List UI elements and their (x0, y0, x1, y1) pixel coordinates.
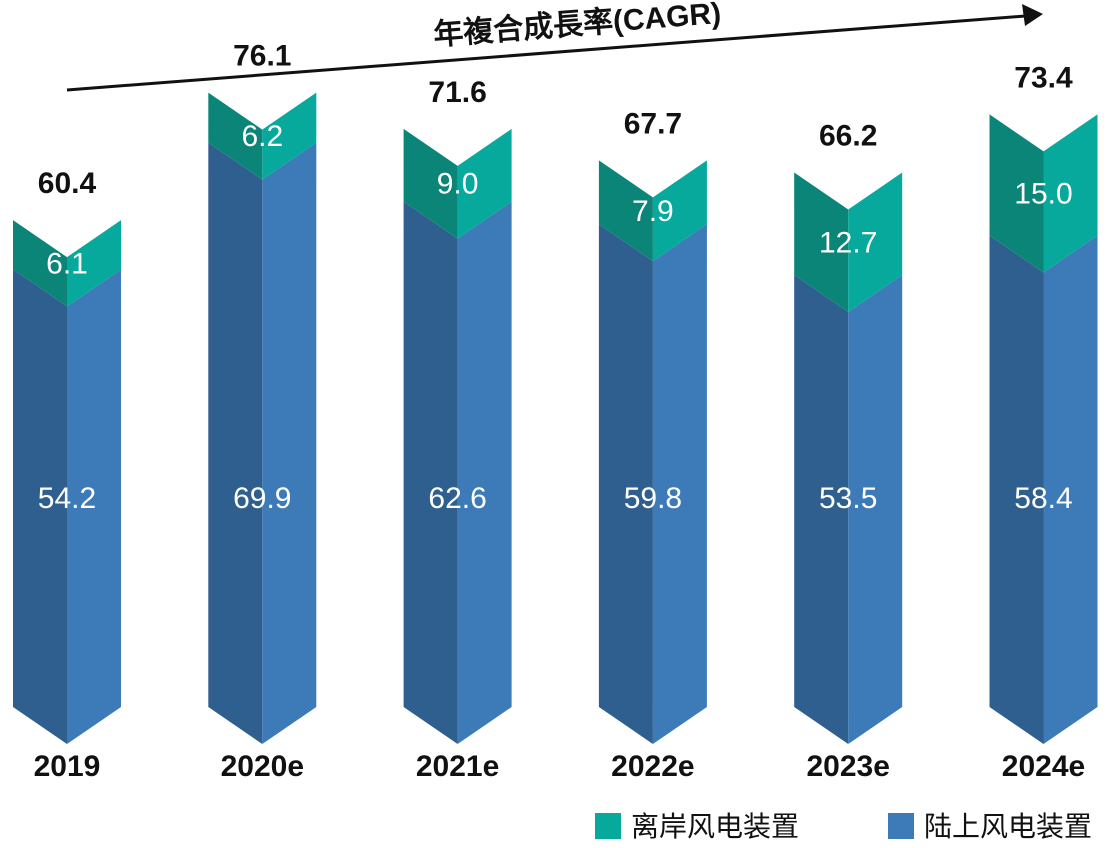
offshore-value-label: 6.2 (241, 120, 283, 153)
total-value-label: 60.4 (38, 167, 97, 200)
bar-group-2024e: 58.4 15.0 73.4 2024e (989, 61, 1098, 783)
bar-onshore-right-face (457, 201, 512, 744)
bar-onshore-left-face (794, 275, 849, 744)
bar-offshore-right-face (848, 172, 903, 313)
bar-group-2023e: 53.5 12.7 66.2 2023e (794, 120, 903, 783)
bar-offshore-left-face (13, 220, 67, 307)
bar-onshore-right-face (262, 142, 317, 745)
bar-group-2022e: 59.8 7.9 67.7 2022e (598, 107, 707, 783)
onshore-value-label: 62.6 (428, 482, 486, 515)
offshore-value-label: 12.7 (819, 226, 877, 259)
total-value-label: 76.1 (233, 40, 291, 73)
x-tick-label: 2021e (416, 750, 499, 783)
bar-offshore-left-face (794, 172, 849, 313)
offshore-value-label: 6.1 (46, 247, 88, 280)
bar-group-2020e: 69.9 6.2 76.1 2020e (208, 40, 317, 783)
bar-onshore-right-face (652, 224, 707, 744)
bar-onshore-right-face (1043, 235, 1098, 744)
offshore-value-label: 9.0 (437, 168, 479, 201)
legend: 离岸风电装置 陆上风电装置 (595, 811, 1092, 842)
x-tick-label: 2020e (221, 750, 304, 783)
total-value-label: 71.6 (428, 76, 486, 109)
total-value-label: 67.7 (624, 107, 682, 140)
onshore-value-label: 54.2 (38, 482, 96, 515)
bar-offshore-left-face (989, 114, 1044, 273)
legend-label-onshore: 陆上风电装置 (924, 811, 1092, 842)
offshore-value-label: 7.9 (632, 195, 674, 228)
onshore-value-label: 59.8 (624, 482, 682, 515)
legend-swatch-offshore (595, 813, 621, 839)
bar-onshore-left-face (208, 142, 263, 745)
x-tick-label: 2022e (611, 750, 694, 783)
bar-offshore-right-face (1043, 114, 1098, 273)
bar-onshore-left-face (598, 224, 653, 744)
cagr-arrow-line (66, 14, 1026, 92)
cagr-arrowhead (1022, 4, 1043, 26)
bar-offshore-right-face (262, 92, 317, 180)
bar-offshore-left-face (208, 92, 263, 180)
bar-offshore-right-face (652, 160, 707, 262)
bar-group-2019: 54.2 6.1 60.4 2019 (13, 167, 121, 783)
legend-swatch-onshore (888, 813, 914, 839)
onshore-value-label: 58.4 (1014, 482, 1072, 515)
onshore-value-label: 69.9 (233, 482, 291, 515)
bars-layer: 54.2 6.1 60.4 2019 69.9 6.2 76.1 2020e 62.6 9.0 71… (13, 40, 1098, 783)
bar-offshore-right-face (457, 128, 512, 239)
total-value-label: 73.4 (1014, 61, 1073, 94)
cagr-annotation: 年複合成長率(CAGR) (66, 0, 1043, 92)
x-tick-label: 2019 (34, 750, 101, 783)
legend-label-offshore: 离岸风电装置 (631, 811, 799, 842)
bar-onshore-right-face (67, 269, 121, 744)
bar-group-2021e: 62.6 9.0 71.6 2021e (403, 76, 512, 783)
bar-onshore-left-face (13, 269, 67, 744)
total-value-label: 66.2 (819, 120, 877, 153)
bar-onshore-right-face (848, 275, 903, 744)
bar-offshore-left-face (598, 160, 653, 262)
offshore-value-label: 15.0 (1014, 177, 1072, 210)
onshore-value-label: 53.5 (819, 482, 877, 515)
x-tick-label: 2023e (806, 750, 889, 783)
bar-offshore-left-face (403, 128, 458, 239)
bar-onshore-left-face (403, 201, 458, 744)
bar-onshore-left-face (989, 235, 1044, 744)
bar-offshore-right-face (67, 220, 121, 307)
x-tick-label: 2024e (1002, 750, 1085, 783)
